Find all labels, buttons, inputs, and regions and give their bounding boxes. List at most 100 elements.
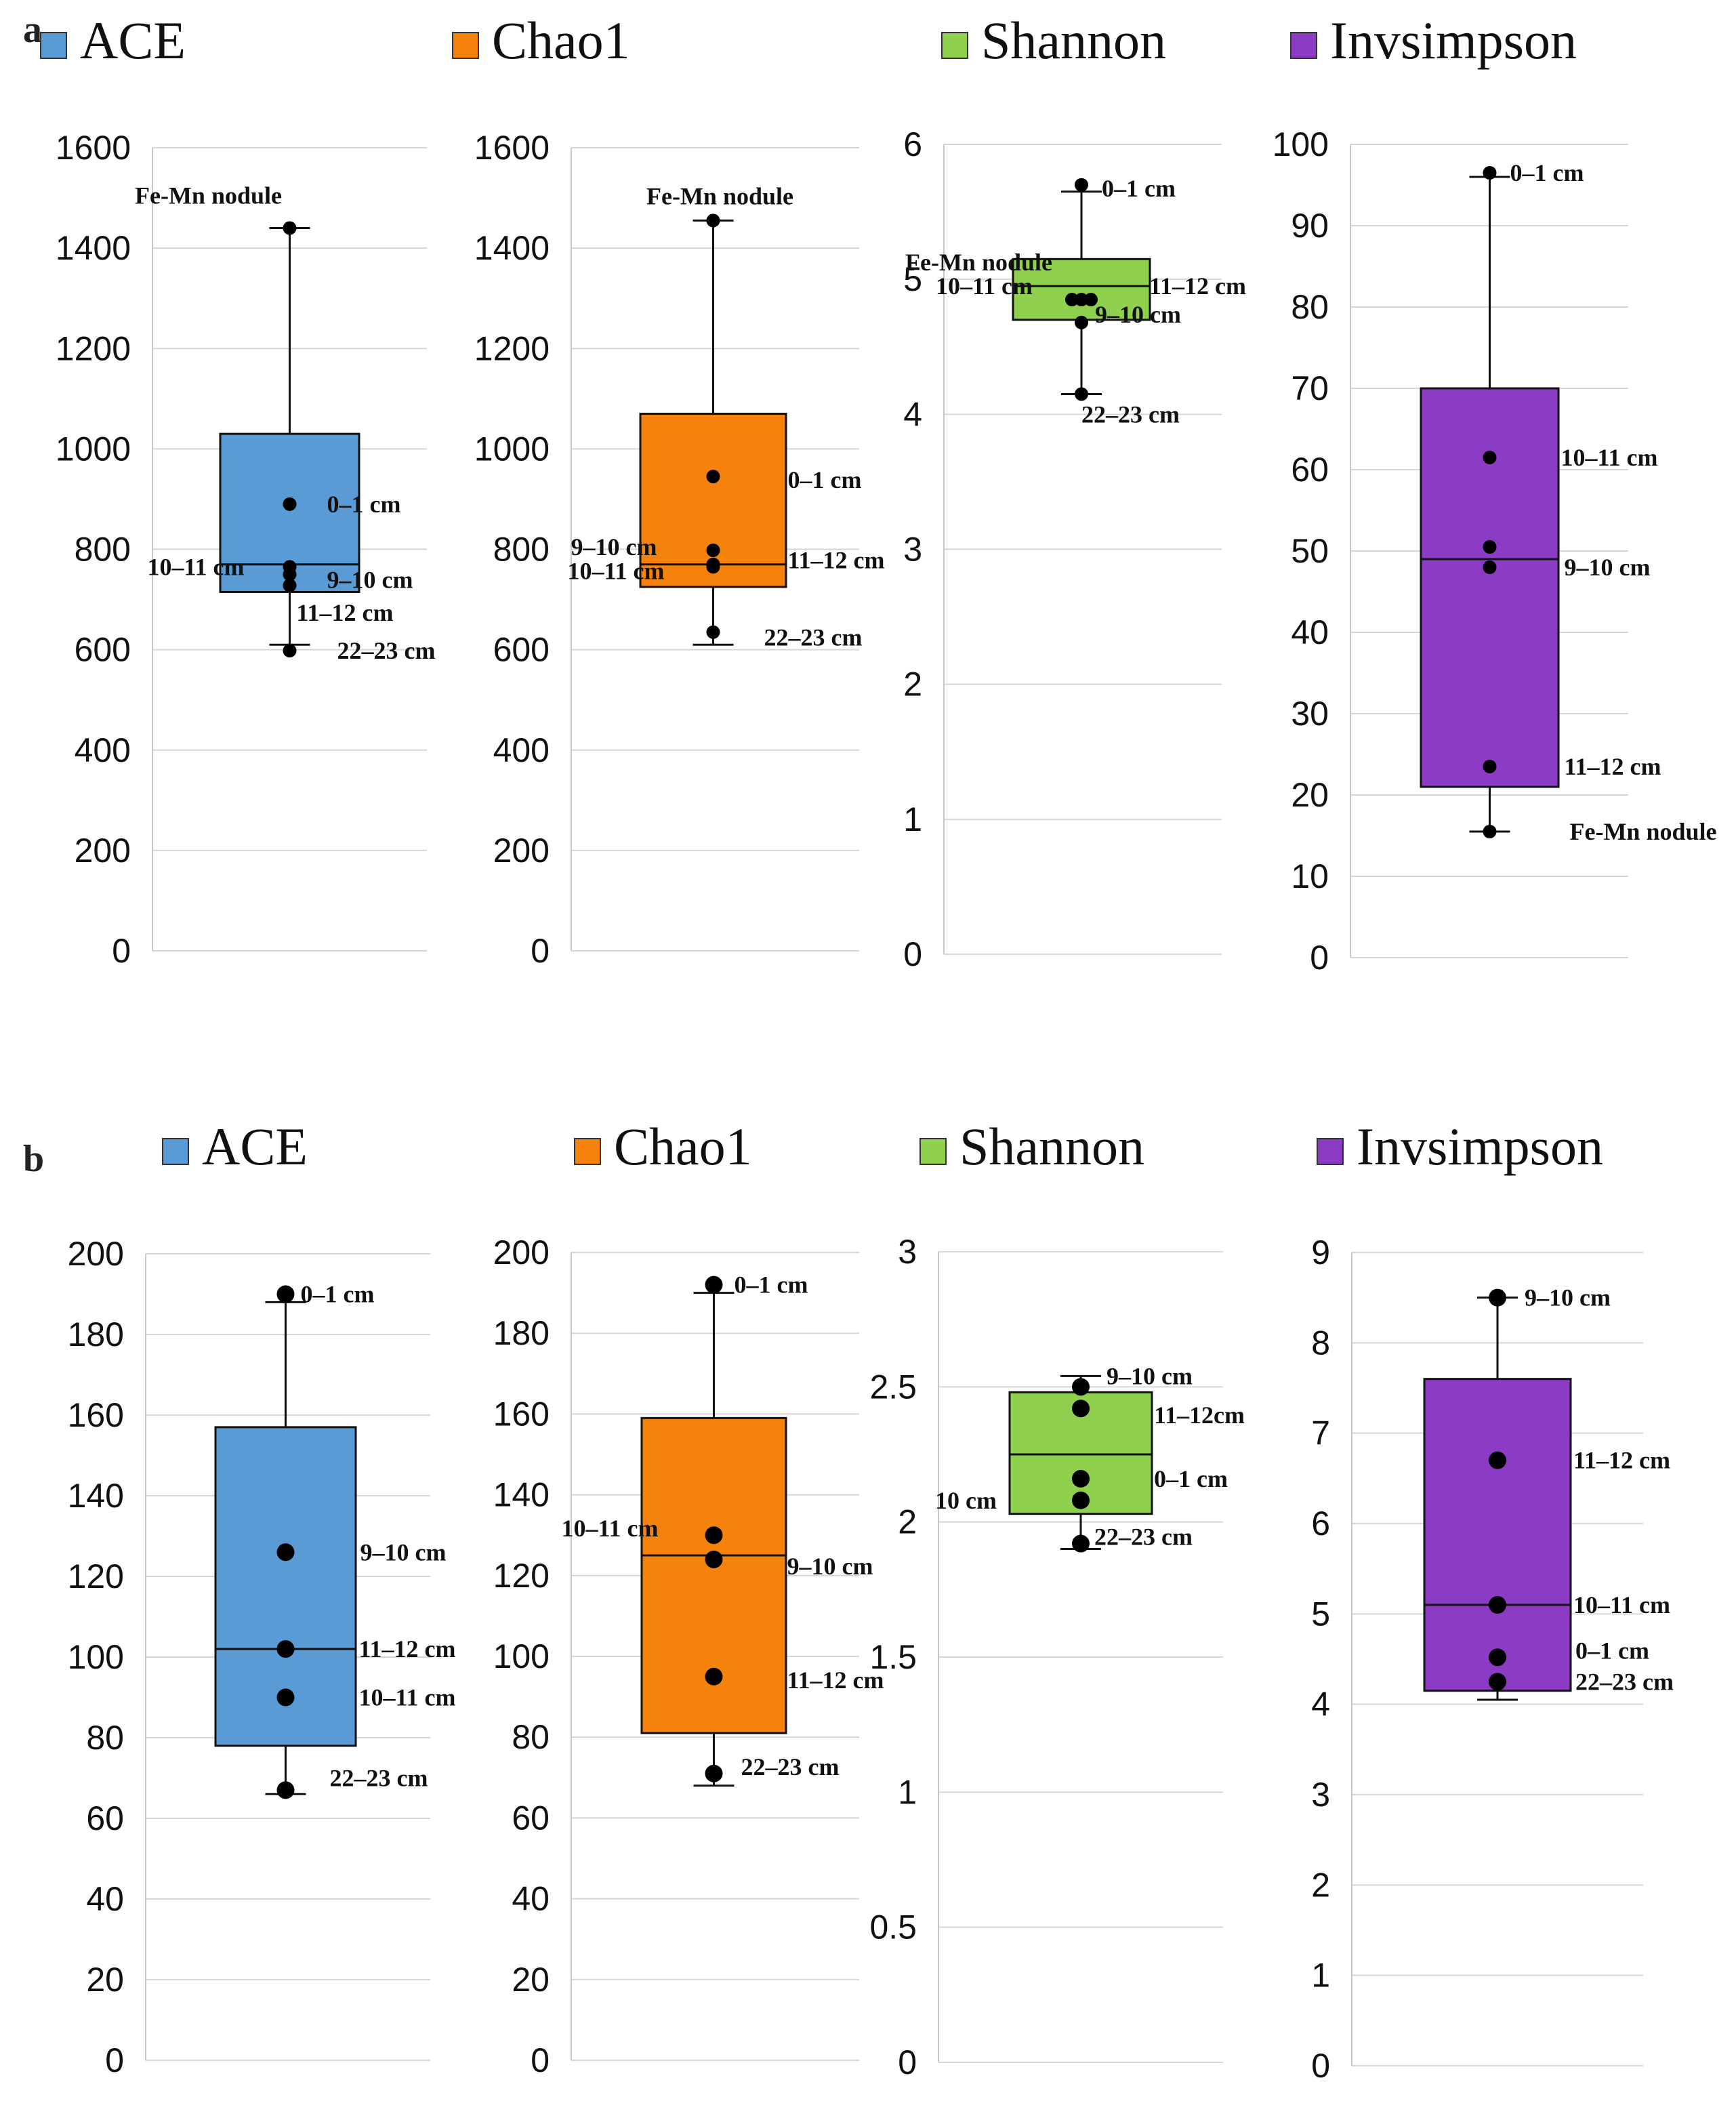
point-label: 22–23 cm <box>1081 401 1180 428</box>
y-tick-label: 40 <box>1291 613 1329 651</box>
point-label: Fe-Mn nodule <box>1570 818 1717 845</box>
y-tick-label: 5 <box>1311 1595 1330 1633</box>
chart-b-shannon: Shannon 0 0.5 1 1.5 2 2.5 3 9–10 cm 11–12cm 0–1 cm… <box>869 1117 1245 2081</box>
y-tick-label: 1.5 <box>869 1638 917 1676</box>
legend-label: Chao1 <box>492 11 630 70</box>
point-label: 10–11 cm <box>562 1515 659 1542</box>
y-tick-label: 0 <box>1310 939 1329 977</box>
data-point <box>705 1526 723 1545</box>
point-label: 9–10 cm <box>1525 1284 1611 1311</box>
point-label: 22–23 cm <box>741 1753 840 1780</box>
point-label: 0–1 cm <box>1102 175 1176 202</box>
point-label: 10 cm <box>935 1487 997 1514</box>
y-tick-label: 180 <box>68 1315 124 1353</box>
point-label: 22–23 cm <box>330 1764 428 1791</box>
y-tick-label: 60 <box>86 1799 124 1837</box>
point-label: 11–12 cm <box>1565 753 1661 780</box>
data-point <box>276 1285 295 1303</box>
box-iqr <box>1012 258 1151 321</box>
legend-swatch <box>574 1138 601 1165</box>
data-point <box>706 543 720 557</box>
data-point <box>706 625 720 639</box>
point-label: 10–11 cm <box>359 1684 456 1711</box>
y-tick-label: 2 <box>898 1503 917 1541</box>
y-tick-label: 9 <box>1311 1233 1330 1271</box>
y-tick-label: 1200 <box>56 329 131 367</box>
y-tick-label: 80 <box>86 1719 124 1757</box>
y-tick-label: 1200 <box>474 329 550 367</box>
data-point <box>283 567 297 581</box>
data-point <box>283 578 297 592</box>
point-label: 11–12 cm <box>787 1667 884 1694</box>
y-tick-label: 180 <box>493 1314 550 1352</box>
data-point <box>705 1764 723 1782</box>
point-label: 9–10 cm <box>571 533 657 560</box>
y-tick-label: 800 <box>75 531 131 569</box>
y-tick-label: 0 <box>105 2041 124 2079</box>
data-point <box>1483 451 1497 464</box>
point-label: 10–11 cm <box>1573 1591 1670 1618</box>
chart-a-invsimpson: Invsimpson 0 10 20 30 40 50 60 70 80 90 100 0–1 cm 10… <box>1273 11 1717 977</box>
data-point <box>276 1543 295 1561</box>
point-label: 0–1 cm <box>327 491 401 518</box>
y-tick-label: 160 <box>493 1395 550 1433</box>
y-tick-label: 10 <box>1291 857 1329 895</box>
y-tick-label: 0 <box>112 932 131 970</box>
y-tick-label: 400 <box>493 731 550 769</box>
legend-label: Shannon <box>981 11 1166 70</box>
y-tick-label: 20 <box>512 1961 550 1999</box>
y-tick-label: 70 <box>1291 369 1329 407</box>
legend-swatch <box>40 32 67 59</box>
y-tick-label: 200 <box>68 1235 124 1273</box>
y-tick-label: 2.5 <box>869 1368 917 1406</box>
y-tick-label: 200 <box>493 1233 550 1271</box>
data-point <box>1483 760 1497 773</box>
point-label: 22–23 cm <box>1575 1668 1674 1695</box>
y-tick-label: 200 <box>75 832 131 870</box>
point-label: 0–1 cm <box>735 1271 808 1299</box>
data-point <box>283 644 297 658</box>
y-tick-label: 1 <box>898 1773 917 1811</box>
point-label: Fe-Mn nodule <box>905 249 1052 276</box>
y-tick-label: 1 <box>903 800 922 838</box>
y-tick-label: 20 <box>1291 776 1329 814</box>
data-point <box>1489 1648 1506 1667</box>
legend-swatch <box>452 32 479 59</box>
data-point <box>705 1550 723 1568</box>
point-label: 11–12 cm <box>297 599 394 626</box>
y-tick-label: 7 <box>1311 1414 1330 1452</box>
y-tick-label: 20 <box>86 1961 124 1999</box>
legend-swatch <box>1290 32 1317 59</box>
data-point <box>276 1688 295 1707</box>
data-point <box>1483 540 1497 554</box>
legend-label: ACE <box>202 1117 308 1176</box>
data-point <box>276 1640 295 1658</box>
data-point <box>1075 315 1088 329</box>
point-label: 9–10 cm <box>327 567 413 594</box>
y-tick-label: 90 <box>1291 207 1329 245</box>
y-tick-label: 80 <box>1291 288 1329 326</box>
box-iqr <box>1423 1378 1572 1692</box>
y-tick-label: 120 <box>68 1557 124 1595</box>
point-label: 11–12 cm <box>359 1635 456 1662</box>
data-point <box>1483 825 1497 838</box>
point-label: 0–1 cm <box>1575 1637 1649 1664</box>
y-tick-label: 1000 <box>474 430 550 468</box>
legend-swatch <box>162 1138 189 1165</box>
legend-label: Invsimpson <box>1330 11 1577 70</box>
y-tick-label: 1600 <box>474 129 550 167</box>
data-point <box>1084 293 1098 307</box>
legend-swatch <box>919 1138 947 1165</box>
point-label: 10–11 cm <box>568 558 665 585</box>
box-iqr <box>1420 387 1560 788</box>
y-tick-label: 100 <box>68 1638 124 1676</box>
data-point <box>1075 387 1088 401</box>
chart-b-ace: ACE 0 20 40 60 80 100 120 140 160 180 200 0–1 cm 9–10… <box>68 1117 456 2079</box>
y-tick-label: 3 <box>898 1233 917 1271</box>
point-label: 9–10 cm <box>1565 554 1651 581</box>
data-point <box>706 470 720 484</box>
y-tick-label: 1600 <box>56 129 131 167</box>
data-point <box>1075 293 1088 307</box>
y-tick-label: 0 <box>531 2041 550 2079</box>
